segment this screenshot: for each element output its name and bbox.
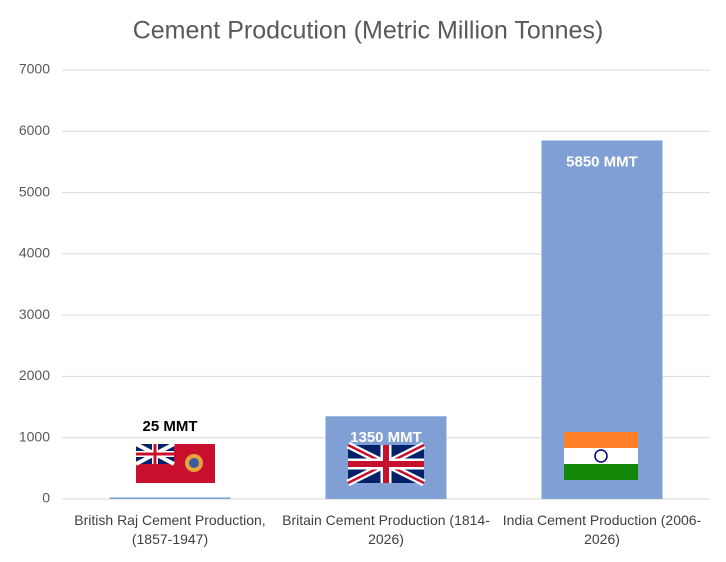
y-tick-label: 1000 [19,428,50,444]
y-tick-label: 5000 [19,183,50,199]
y-tick-label: 3000 [19,306,50,322]
x-tick-label: British Raj Cement Production, (1857-194… [74,512,266,547]
x-tick-label: India Cement Production (2006-2026) [502,512,702,547]
x-tick-label: Britain Cement Production (1814-2026) [282,512,490,547]
chart-title: Cement Prodcution (Metric Million Tonnes… [133,17,604,45]
value-label: 5850 MMT [566,153,638,170]
union-jack-flag [346,441,426,487]
y-tick-label: 2000 [19,367,50,383]
y-tick-label: 4000 [19,245,50,261]
y-tick-label: 7000 [19,61,50,77]
flags: 25 MMT 1350 MMT 5850 MMT [135,153,638,487]
red-ensign-flag [135,442,215,483]
india-flag [564,432,638,480]
value-label: 1350 MMT [350,429,422,446]
bar [109,497,231,499]
y-tick-label: 6000 [19,122,50,138]
value-label: 25 MMT [142,418,197,435]
y-tick-label: 0 [42,490,50,506]
